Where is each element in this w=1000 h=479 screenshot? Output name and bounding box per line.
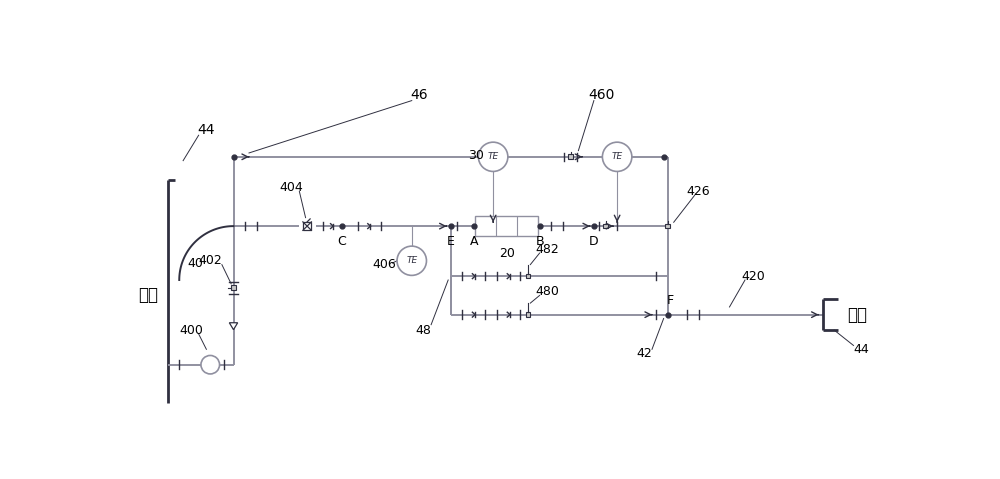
Circle shape [602, 142, 632, 171]
Text: 46: 46 [411, 88, 428, 102]
Text: C: C [338, 235, 346, 248]
Text: TE: TE [612, 152, 623, 161]
Text: A: A [470, 235, 478, 248]
Text: 40: 40 [188, 257, 203, 270]
Text: 大海: 大海 [138, 286, 158, 305]
Bar [231, 285, 236, 290]
Text: 460: 460 [588, 88, 615, 102]
Bar [526, 274, 530, 278]
Bar [568, 154, 573, 160]
Text: 480: 480 [535, 285, 559, 298]
Text: 482: 482 [536, 243, 559, 256]
Text: 48: 48 [415, 323, 431, 337]
Text: 大海: 大海 [847, 306, 867, 324]
Text: 420: 420 [741, 270, 765, 283]
Text: 402: 402 [198, 254, 222, 267]
Text: TE: TE [488, 152, 499, 161]
Circle shape [397, 246, 426, 275]
Text: F: F [666, 294, 673, 308]
Bar [665, 224, 670, 228]
Text: 42: 42 [636, 347, 652, 360]
Bar [526, 312, 530, 317]
Text: 406: 406 [373, 258, 396, 271]
Text: B: B [535, 235, 544, 248]
Text: 20: 20 [499, 247, 515, 260]
Text: TE: TE [406, 256, 417, 265]
Circle shape [478, 142, 508, 171]
Text: D: D [589, 235, 599, 248]
Circle shape [201, 355, 220, 374]
Polygon shape [229, 323, 238, 330]
Bar [475, 217, 538, 236]
Text: 404: 404 [280, 181, 304, 194]
Text: E: E [447, 235, 454, 248]
Text: 30: 30 [468, 149, 484, 162]
Bar [603, 224, 608, 228]
Text: 44: 44 [198, 123, 215, 137]
Text: 44: 44 [853, 343, 869, 356]
Text: 426: 426 [687, 185, 710, 198]
Text: 400: 400 [179, 323, 203, 337]
Bar [303, 222, 311, 230]
